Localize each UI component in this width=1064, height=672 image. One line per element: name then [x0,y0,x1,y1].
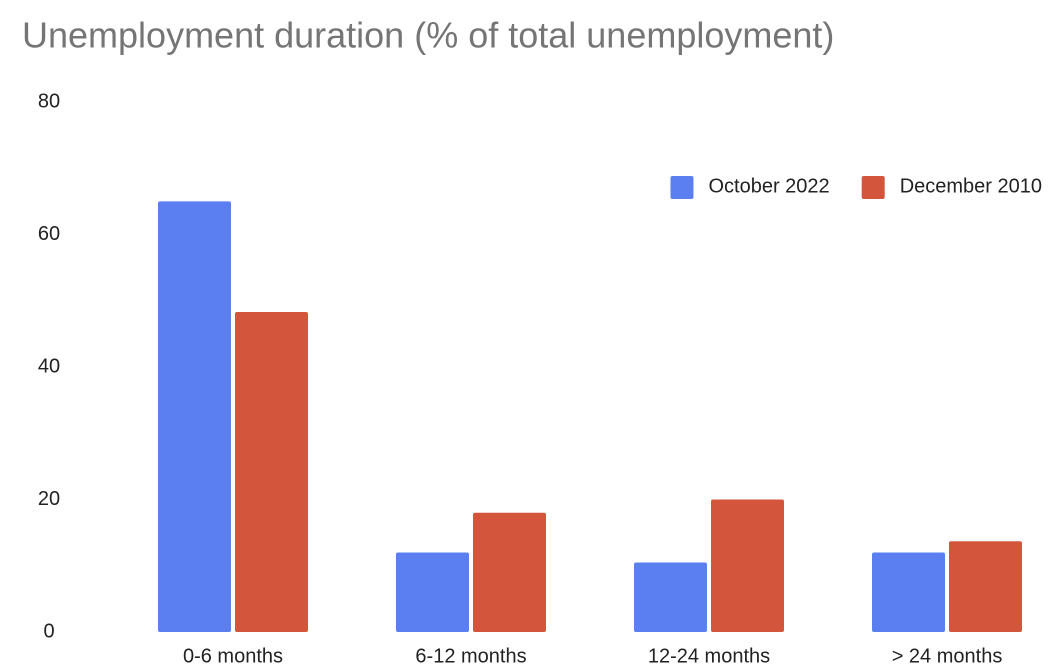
x-tick-label: 12-24 months [648,645,770,667]
bar [949,541,1022,632]
y-tick-label: 60 [38,223,60,245]
x-tick-label: > 24 months [892,645,1003,667]
legend-swatch [861,176,885,199]
bar [473,512,546,632]
chart-title: Unemployment duration (% of total unempl… [22,15,834,56]
bar [711,499,784,632]
bar [235,312,308,632]
x-tick-label: 6-12 months [415,645,526,667]
y-tick-label: 80 [38,90,60,112]
x-tick-label: 0-6 months [183,645,283,667]
bar [396,552,469,632]
y-tick-label: 20 [38,488,60,510]
y-tick-label: 0 [43,620,54,642]
bar [634,562,707,632]
y-tick-label: 40 [38,355,60,377]
bar [872,552,945,632]
legend-label: October 2022 [708,175,829,197]
legend-label: December 2010 [900,175,1042,197]
bar [158,201,231,632]
legend-swatch [670,176,694,199]
